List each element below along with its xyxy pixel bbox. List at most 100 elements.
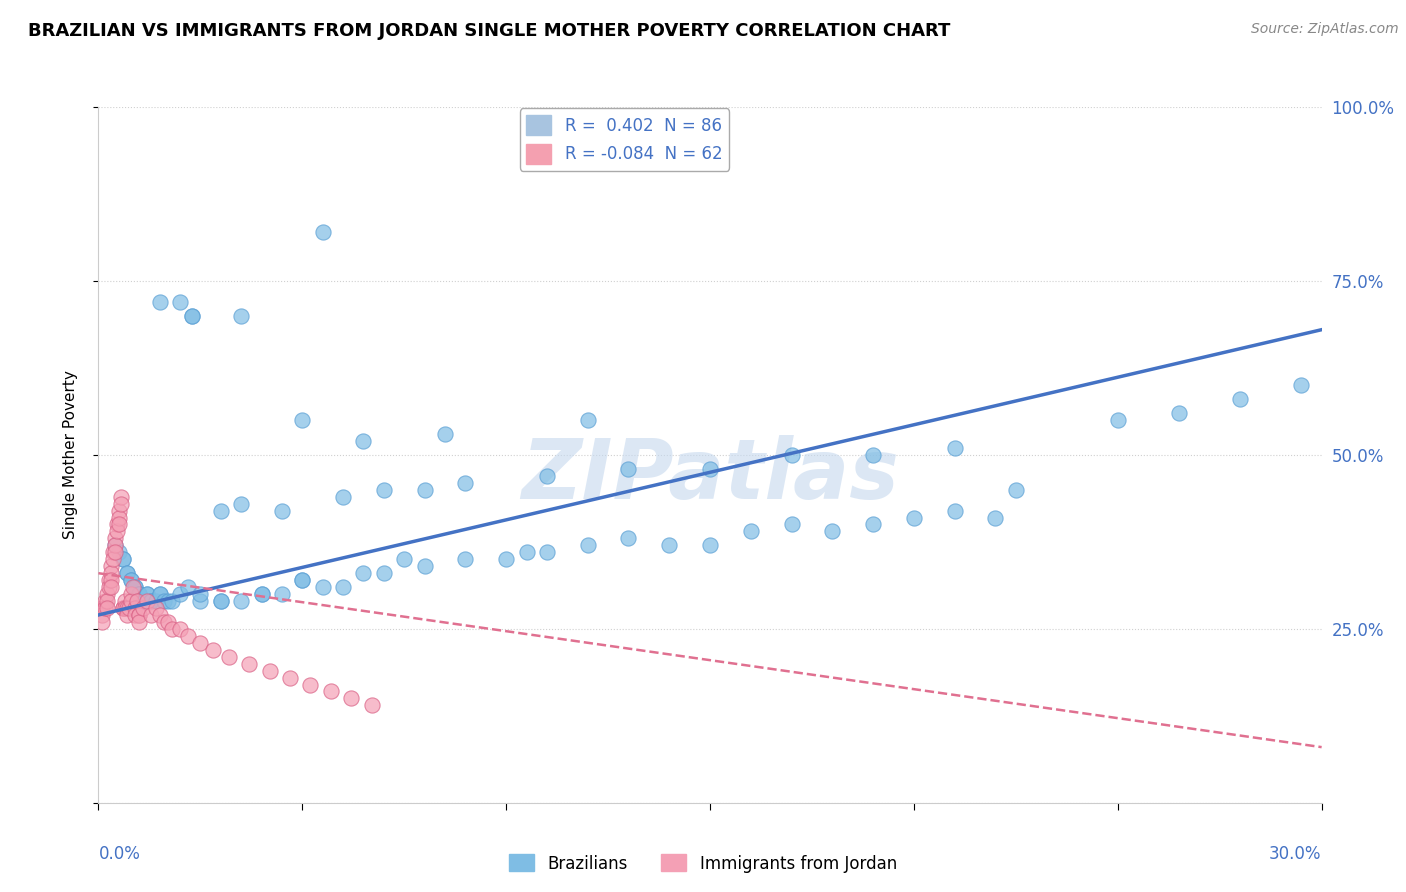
Point [617,462,640,476]
Point [291,573,314,587]
Point [231,309,253,323]
Point [101,545,124,559]
Point [1229,392,1251,407]
Point [169,294,191,309]
Point [104,545,127,559]
Point [149,587,172,601]
Point [188,594,212,608]
Point [250,587,273,601]
Point [413,483,436,497]
Point [104,538,127,552]
Point [115,607,138,622]
Point [1004,483,1026,497]
Point [943,503,966,517]
Point [120,594,142,608]
Point [188,587,212,601]
Text: Source: ZipAtlas.com: Source: ZipAtlas.com [1251,22,1399,37]
Point [209,594,232,608]
Point [108,503,131,517]
Point [250,587,273,601]
Point [152,594,174,608]
Point [91,601,114,615]
Point [516,545,538,559]
Point [114,594,136,608]
Point [128,587,150,601]
Point [132,601,155,615]
Point [312,225,335,239]
Point [152,615,174,629]
Point [104,532,127,546]
Point [373,566,395,581]
Point [291,413,314,427]
Point [120,573,142,587]
Point [104,538,127,552]
Point [699,538,721,552]
Point [115,566,138,581]
Y-axis label: Single Mother Poverty: Single Mother Poverty [63,370,77,540]
Point [128,607,150,622]
Point [1167,406,1189,420]
Point [100,559,122,574]
Point [132,594,155,608]
Point [231,594,253,608]
Point [101,552,124,566]
Point [91,607,114,622]
Point [576,413,599,427]
Point [536,545,558,559]
Point [149,294,172,309]
Point [132,594,155,608]
Point [259,664,281,678]
Point [141,594,163,608]
Point [780,517,803,532]
Point [145,594,167,608]
Point [360,698,382,713]
Text: BRAZILIAN VS IMMIGRANTS FROM JORDAN SINGLE MOTHER POVERTY CORRELATION CHART: BRAZILIAN VS IMMIGRANTS FROM JORDAN SING… [28,22,950,40]
Point [188,636,212,650]
Point [177,580,200,594]
Point [100,580,122,594]
Point [413,559,436,574]
Point [780,448,803,462]
Point [127,594,149,608]
Point [93,601,115,615]
Point [128,607,150,622]
Point [111,601,134,615]
Point [160,622,183,636]
Point [115,566,138,581]
Point [169,587,191,601]
Point [536,468,558,483]
Point [278,671,301,685]
Point [120,587,142,601]
Point [120,573,142,587]
Point [91,615,114,629]
Point [218,649,240,664]
Point [115,601,138,615]
Point [114,601,136,615]
Point [124,580,146,594]
Point [156,615,179,629]
Point [454,475,477,490]
Point [108,545,131,559]
Point [111,552,134,566]
Point [110,490,132,504]
Point [699,462,721,476]
Point [1291,378,1313,392]
Point [111,552,134,566]
Text: 0.0%: 0.0% [98,845,141,863]
Point [111,601,134,615]
Point [291,573,314,587]
Point [100,573,122,587]
Point [160,594,183,608]
Point [231,497,253,511]
Point [128,587,150,601]
Point [862,448,884,462]
Point [128,587,150,601]
Point [105,524,128,539]
Legend: R =  0.402  N = 86, R = -0.084  N = 62: R = 0.402 N = 86, R = -0.084 N = 62 [520,109,730,170]
Point [149,607,172,622]
Point [93,594,115,608]
Point [136,587,159,601]
Point [433,427,456,442]
Point [340,691,363,706]
Point [122,580,145,594]
